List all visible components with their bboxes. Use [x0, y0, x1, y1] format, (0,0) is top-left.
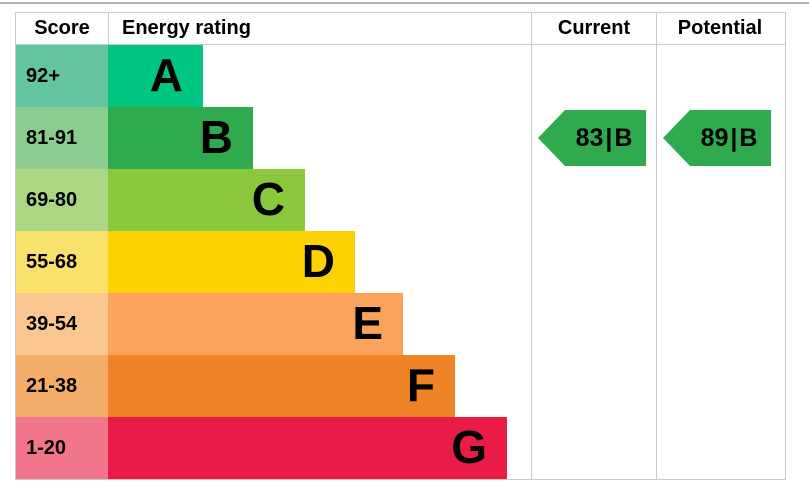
current-rating-band: B	[614, 123, 633, 152]
column-divider	[108, 13, 109, 44]
current-rating-separator: |	[605, 123, 613, 152]
rating-row-e: 39-54 E	[16, 293, 785, 355]
rating-row-g: 1-20 G	[16, 417, 785, 479]
potential-rating-band: B	[739, 123, 758, 152]
potential-rating-value: 89	[700, 123, 729, 152]
rating-rows: 92+ A 81-91 B 69-80 C 55-68 D 39-54 E 21…	[16, 45, 785, 479]
rating-bar-d: D	[108, 231, 355, 293]
score-range-f: 21-38	[16, 355, 108, 417]
epc-rating-chart: Score Energy rating Current Potential 92…	[15, 12, 786, 480]
rating-row-a: 92+ A	[16, 45, 785, 107]
rating-row-c: 69-80 C	[16, 169, 785, 231]
rating-row-f: 21-38 F	[16, 355, 785, 417]
score-range-b: 81-91	[16, 107, 108, 169]
rating-bar-e: E	[108, 293, 403, 355]
score-range-g: 1-20	[16, 417, 108, 479]
rating-row-b: 81-91 B	[16, 107, 785, 169]
column-header-potential: Potential	[677, 17, 763, 39]
column-header-energy-rating: Energy rating	[122, 17, 251, 39]
column-header-current: Current	[557, 17, 631, 39]
rating-bar-b: B	[108, 107, 253, 169]
top-divider-line	[0, 2, 809, 4]
header-divider	[16, 44, 785, 45]
score-range-a: 92+	[16, 45, 108, 107]
column-divider	[531, 13, 532, 479]
column-header-score: Score	[34, 17, 90, 39]
rating-row-d: 55-68 D	[16, 231, 785, 293]
rating-bar-c: C	[108, 169, 305, 231]
potential-rating-separator: |	[730, 123, 738, 152]
current-rating-value: 83	[575, 123, 604, 152]
score-range-e: 39-54	[16, 293, 108, 355]
score-range-d: 55-68	[16, 231, 108, 293]
score-range-c: 69-80	[16, 169, 108, 231]
column-divider	[656, 13, 657, 479]
rating-bar-a: A	[108, 45, 203, 107]
rating-bar-f: F	[108, 355, 455, 417]
rating-bar-g: G	[108, 417, 507, 479]
